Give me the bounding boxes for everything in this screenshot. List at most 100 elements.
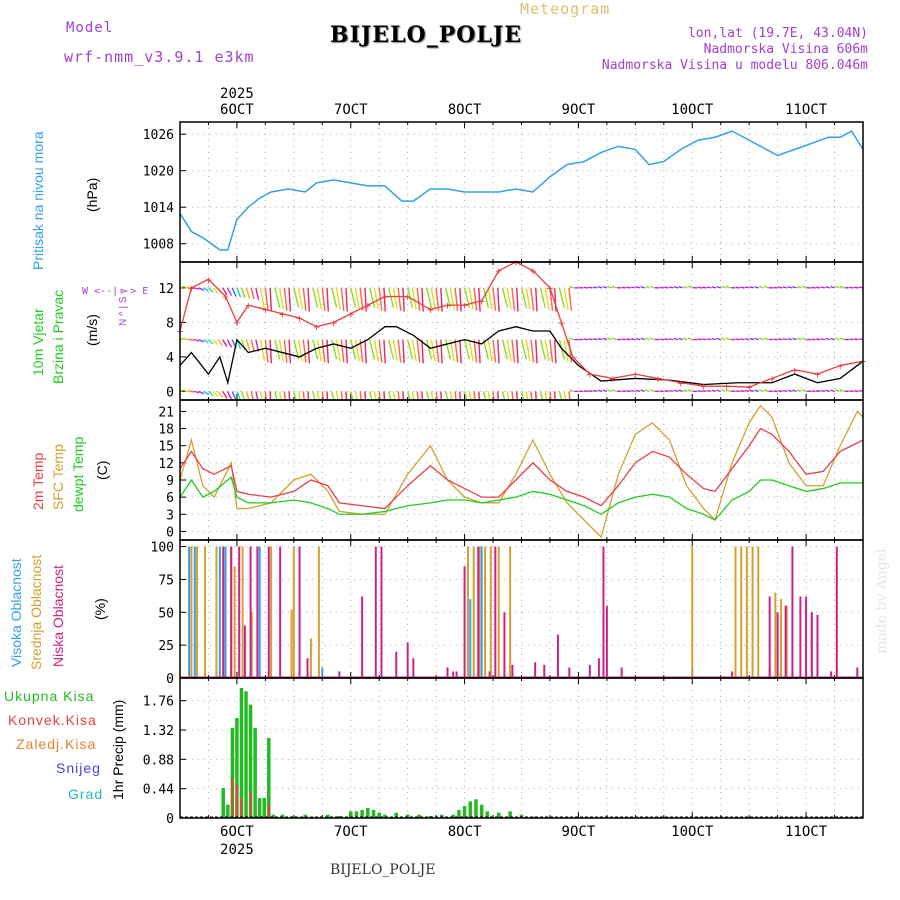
- wind-barb: [250, 287, 255, 300]
- wind-barb: [274, 339, 281, 360]
- wind-barb: [516, 391, 518, 400]
- wind-barb: [511, 287, 516, 311]
- wind-barb: [834, 337, 840, 341]
- low-cloud-bar: [791, 546, 794, 678]
- wind-barb: [792, 337, 797, 341]
- total-precip-bar: [394, 812, 399, 818]
- wind-barb: [430, 287, 436, 310]
- total-precip-bar: [267, 738, 271, 818]
- high-cloud-bar: [258, 546, 261, 678]
- wind-barb: [597, 286, 603, 289]
- wind-barb: [492, 287, 497, 311]
- panel-frame: [179, 261, 864, 401]
- wind-barb: [478, 391, 480, 400]
- wind-barb: [702, 338, 707, 341]
- wind-barb: [778, 286, 783, 289]
- wind-barb: [473, 287, 478, 311]
- total-precip-bar: [226, 804, 230, 818]
- wind-dir-legend-2: N ^ | S v: [118, 289, 129, 326]
- wind-barb: [369, 391, 373, 400]
- wind-barb: [411, 287, 417, 310]
- wind-barb: [588, 390, 593, 393]
- total-precip-bar: [257, 798, 262, 818]
- wind-barb: [492, 391, 495, 400]
- wind-barb: [245, 339, 251, 351]
- high-cloud-bar: [224, 546, 227, 678]
- wind-barb: [369, 287, 376, 308]
- wind-barb: [597, 337, 603, 341]
- wind-barb: [283, 287, 288, 311]
- wind-barb: [278, 339, 285, 362]
- wind-gust-marker: +: [365, 299, 372, 312]
- conv-precip-bar: [235, 784, 238, 818]
- wind-barb: [326, 391, 329, 400]
- wind-barb: [364, 339, 367, 364]
- total-precip-bar: [485, 811, 490, 818]
- wind-barb: [259, 339, 266, 362]
- wind-barb: [535, 391, 537, 400]
- ytick-label: 0: [166, 525, 174, 540]
- ytick-label: 1014: [143, 201, 174, 216]
- wind-dir-up: ^: [118, 311, 129, 316]
- wind-barb: [236, 391, 242, 400]
- page-title: BIJELO_POLJE: [330, 22, 523, 48]
- low-cloud-bar: [605, 605, 608, 678]
- wind-barb: [593, 389, 598, 393]
- high-cloud-bar: [188, 546, 191, 678]
- high-cloud-bar: [193, 546, 196, 678]
- ytick-label: 15: [158, 440, 174, 455]
- wind-barb: [388, 287, 395, 308]
- wind-gust-marker: +: [382, 291, 389, 304]
- credit-label: made by Angel: [874, 548, 890, 655]
- wind-gust-marker: +: [262, 303, 269, 316]
- ytick-label: 0: [166, 672, 174, 687]
- wind-barb: [749, 286, 755, 289]
- wind-barb: [539, 391, 544, 400]
- wind-barb: [640, 337, 646, 341]
- mid-cloud-bar: [757, 546, 760, 678]
- wind-unit: (m/s): [84, 314, 100, 346]
- wind-dir-down: v: [118, 288, 129, 294]
- wind-barb: [725, 337, 731, 341]
- conv-precip-bar: [267, 804, 270, 818]
- wind-barb: [350, 339, 357, 360]
- total-precip-bar: [262, 798, 266, 818]
- total-precip-bar: [230, 728, 235, 818]
- wind-barb: [359, 287, 364, 311]
- wind-barb: [706, 389, 712, 393]
- wind-barb: [184, 390, 190, 393]
- meteogram-subtitle: Meteogram: [520, 0, 611, 18]
- wind-gust-marker: +: [205, 273, 212, 286]
- wind-barb: [180, 337, 186, 341]
- wind-barb: [245, 391, 250, 400]
- wind-barb: [345, 339, 348, 364]
- wind-barb: [792, 285, 797, 289]
- top-day-label: 6OCT: [220, 102, 254, 118]
- wind-barb: [820, 286, 826, 289]
- wind-barb: [588, 338, 593, 341]
- wind-barb: [269, 391, 272, 400]
- wind-barb: [569, 337, 574, 341]
- wind-gust-marker: +: [427, 303, 434, 316]
- total-precip-bar: [479, 804, 484, 818]
- panel-frame: [179, 121, 864, 263]
- wind-barb: [816, 286, 821, 289]
- low-cloud-bar: [446, 667, 449, 678]
- ytick-label: 6: [166, 491, 174, 506]
- wind-barb: [778, 390, 783, 393]
- wind-barb: [302, 391, 305, 400]
- total-precip-bar: [349, 811, 353, 818]
- wind-barb: [569, 285, 574, 289]
- ytick-label: 1008: [143, 238, 174, 253]
- wind-barb: [763, 337, 769, 341]
- low-cloud-bar: [856, 667, 859, 678]
- wind-barb: [782, 286, 788, 289]
- low-cloud-bar: [799, 596, 802, 678]
- wind-barb: [687, 389, 693, 393]
- wind-barb: [463, 391, 468, 400]
- wind-barb: [373, 287, 379, 310]
- wind-barb: [383, 287, 386, 312]
- wind-barb: [525, 391, 529, 400]
- wind-barb: [397, 391, 400, 400]
- wind-barb: [288, 339, 292, 364]
